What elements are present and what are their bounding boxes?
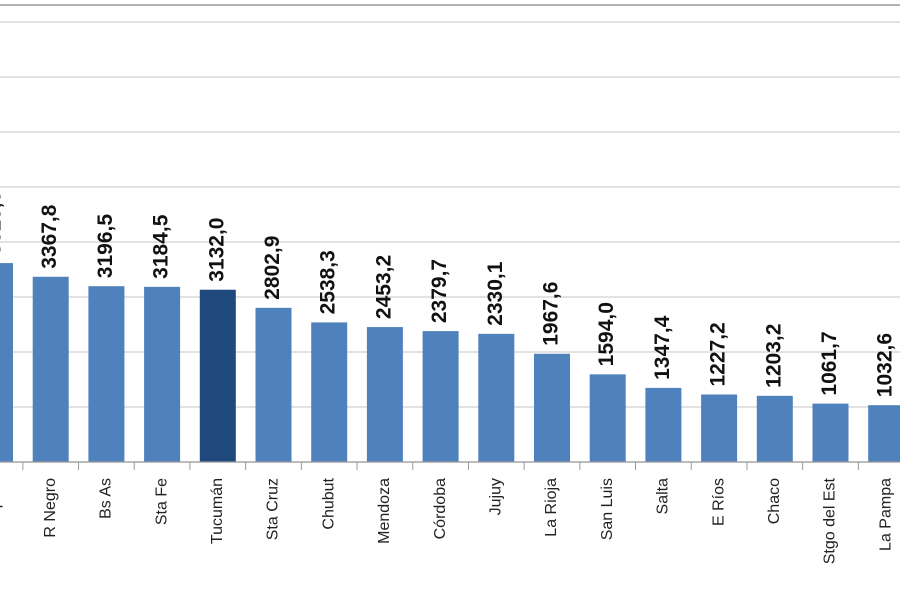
bar <box>868 405 900 462</box>
x-tick-label: Jujuy <box>488 478 505 515</box>
value-label: 1061,7 <box>818 331 841 395</box>
bar <box>701 394 738 462</box>
x-tick-label: Stgo del Est <box>822 477 839 564</box>
value-label: 3184,5 <box>150 214 173 279</box>
x-tick-label: R Negro <box>42 478 59 538</box>
bar <box>534 353 570 462</box>
value-label: 2379,7 <box>428 259 451 323</box>
bar <box>255 307 292 462</box>
bar <box>32 276 69 462</box>
bar <box>0 263 13 462</box>
value-label: 1203,2 <box>762 324 785 388</box>
x-tick-label: Mendoza <box>376 478 393 544</box>
value-label: 1347,4 <box>651 315 674 380</box>
bar <box>311 322 348 462</box>
bar <box>478 333 515 462</box>
x-tick-label: La Rioja <box>543 478 560 537</box>
x-tick-label: Córdoba <box>432 478 449 539</box>
value-label: 1227,2 <box>707 322 730 386</box>
bar <box>645 387 682 462</box>
value-label: 2453,2 <box>372 255 395 319</box>
value-label: 2330,1 <box>484 261 507 326</box>
bar <box>144 286 181 462</box>
x-tick-label: La Pampa <box>877 478 894 551</box>
value-label: 3132,0 <box>205 218 228 282</box>
x-tick-label: Tucumán <box>209 478 226 544</box>
value-label: 3196,5 <box>94 214 117 279</box>
value-label: 1594,0 <box>595 302 618 366</box>
value-label: 1967,6 <box>540 282 563 346</box>
value-label: 1032,6 <box>874 333 897 397</box>
value-label: 2538,3 <box>317 250 340 314</box>
x-tick-label: Sta Cruz <box>265 478 282 540</box>
x-tick-label: San Luis <box>599 478 616 540</box>
value-label: 3616,5 <box>0 191 6 256</box>
x-tick-label: Sta Fe <box>153 478 170 525</box>
bar <box>422 331 459 462</box>
bar <box>366 327 403 462</box>
x-tick-label: Neuquén <box>0 478 3 543</box>
bar <box>589 374 626 462</box>
x-tick-label: Chaco <box>766 478 783 524</box>
x-tick-label: Bs As <box>98 478 115 519</box>
value-label: 2802,9 <box>261 236 284 300</box>
x-tick-label: E Ríos <box>710 478 727 526</box>
x-tick-label: Chubut <box>320 477 337 529</box>
bar <box>88 286 125 462</box>
x-tick-label: Salta <box>655 478 672 515</box>
value-label: 3367,8 <box>38 204 61 269</box>
bar <box>812 403 849 462</box>
bar <box>199 289 236 462</box>
bar <box>756 395 793 462</box>
